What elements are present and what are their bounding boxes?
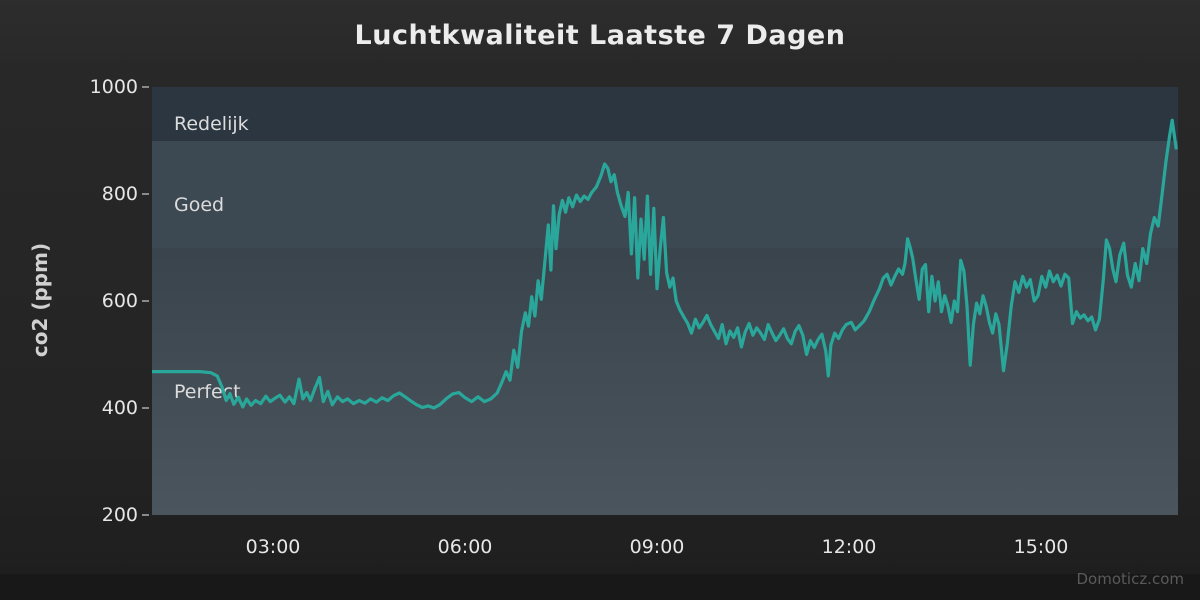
co2-series-line[interactable] [152, 118, 1178, 410]
x-tick-label: 09:00 [629, 536, 685, 558]
y-tick-label: 1000 [89, 76, 138, 98]
band-label-goed: Goed [174, 193, 225, 216]
band-redelijk [152, 87, 1178, 141]
chart-title: Luchtkwaliteit Laatste 7 Dagen [354, 20, 846, 51]
y-tick-mark [142, 514, 149, 516]
y-tick-mark [142, 300, 149, 302]
x-tick-label: 15:00 [1013, 536, 1069, 558]
domoticz-watermark: Domoticz.com [1076, 570, 1185, 588]
y-tick-label: 200 [101, 504, 138, 526]
y-tick-mark [142, 193, 149, 195]
x-tick-label: 03:00 [245, 536, 301, 558]
co2-line-chart[interactable] [152, 87, 1178, 515]
band-label-redelijk: Redelijk [174, 113, 249, 136]
y-tick-label: 800 [101, 183, 138, 205]
x-tick-label: 06:00 [437, 536, 493, 558]
x-tick-label: 12:00 [821, 536, 877, 558]
y-tick-label: 600 [101, 290, 138, 312]
y-tick-label: 400 [101, 397, 138, 419]
y-axis-title: co2 (ppm) [28, 242, 52, 358]
y-tick-mark [142, 86, 149, 88]
footer-strip [0, 574, 1200, 600]
plot-area[interactable]: Redelijk Goed Perfect [152, 87, 1178, 515]
y-tick-mark [142, 407, 149, 409]
